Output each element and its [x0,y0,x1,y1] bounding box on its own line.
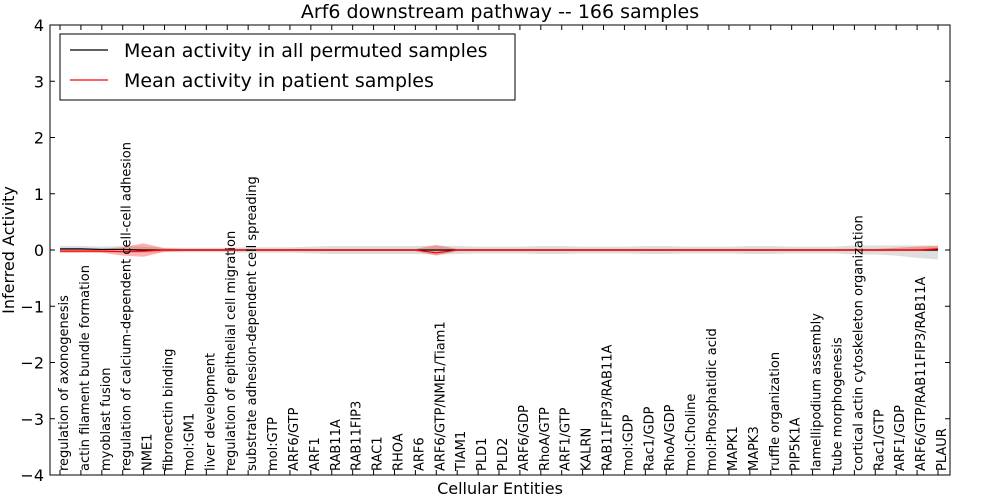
x-tick-label: regulation of axonogenesis [57,295,72,471]
y-tick-label: −1 [20,297,44,316]
x-tick-label: RhoA/GTP [538,407,553,471]
x-tick-label: PLD2 [496,438,511,471]
x-tick-label: ruffle organization [768,352,783,471]
x-tick-label: ARF6 [412,437,427,471]
permuted-band [60,245,938,260]
legend: Mean activity in all permuted samples Me… [59,33,516,101]
x-tick-label: substrate adhesion-dependent cell spread… [245,176,260,471]
x-tick-label: ARF1 [308,437,323,471]
y-axis-label: Inferred Activity [0,186,18,314]
x-tick-label: mol:Choline [684,394,699,471]
x-tick-label: myoblast fusion [99,367,114,471]
x-tick-label: RAB11FIP3/RAB11A [601,344,616,471]
x-tick-label: ARF6/GDP [517,405,532,471]
x-tick-label: mol:Phosphatidic acid [705,328,720,471]
confidence-bands [60,243,938,260]
x-axis: regulation of axonogenesis actin filament… [57,25,950,475]
x-tick-label: actin filament bundle formation [78,265,93,471]
x-tick-label: cortical actin cytoskeleton organization [851,215,866,471]
x-tick-label: regulation of calcium-dependent cell-cel… [120,142,135,471]
chart-title: Arf6 downstream pathway -- 166 samples [301,1,699,23]
x-tick-label: ARF1/GDP [893,405,908,471]
x-tick-label: RAB11FIP3 [350,401,365,471]
x-tick-label: regulation of epithelial cell migration [224,231,239,471]
x-tick-label: ARF6/GTP/RAB11FIP3/RAB11A [914,277,929,471]
x-tick-label: tube morphogenesis [830,337,845,471]
y-tick-label: 2 [34,129,44,148]
x-tick-label: NME1 [141,434,156,471]
x-tick-label: liver development [203,353,218,471]
x-tick-label: RhoA/GDP [663,404,678,471]
y-tick-label: 1 [34,185,44,204]
x-tick-label: TIAM1 [454,431,469,472]
x-axis-label: Cellular Entities [437,479,563,498]
x-tick-label: RHOA [391,433,406,471]
x-tick-label: RAC1 [371,436,386,471]
x-tick-label: RAB11A [329,419,344,471]
y-tick-label: 3 [34,72,44,91]
patient-mean-line [60,248,939,254]
x-tick-label: ARF6/GTP [287,407,302,471]
series-lines [60,248,939,254]
y-tick-label: −3 [20,410,44,429]
x-tick-label: fibronectin binding [162,349,177,471]
x-tick-label: ARF1/GTP [559,407,574,471]
x-tick-label: mol:GM1 [182,413,197,471]
y-tick-label: 0 [34,241,44,260]
y-tick-label: −4 [20,466,44,485]
x-tick-label: MAPK3 [747,426,762,471]
y-tick-label: −2 [20,354,44,373]
legend-box [59,33,516,101]
x-tick-label: PLAUR [935,428,950,471]
x-tick-label: PIP5K1A [789,417,804,471]
x-tick-label: MAPK1 [726,426,741,471]
y-tick-label: 4 [34,16,44,35]
x-tick-label: lamellipodium assembly [810,313,825,471]
y-axis: −4 −3 −2 −1 0 1 2 3 4 [20,16,950,485]
x-tick-label: KALRN [580,428,595,471]
x-tick-label: mol:GDP [621,414,636,471]
x-tick-label: Rac1/GTP [872,409,887,471]
legend-label-permuted: Mean activity in all permuted samples [124,40,487,62]
x-tick-label: mol:GTP [266,417,281,471]
legend-label-patient: Mean activity in patient samples [124,70,434,92]
x-tick-label: Rac1/GDP [642,406,657,471]
x-tick-label: ARF6/GTP/NME1/Tiam1 [433,321,448,471]
x-tick-label: PLD1 [475,438,490,471]
